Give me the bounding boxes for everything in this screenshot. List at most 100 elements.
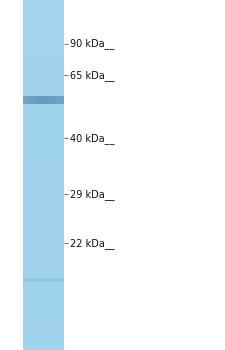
Bar (22, 347, 64, 349)
Bar (22, 321, 64, 322)
Text: 90 kDa__: 90 kDa__ (70, 38, 114, 49)
Bar (22, 281, 64, 283)
Bar (22, 307, 64, 308)
Bar (22, 127, 64, 129)
Bar (22, 195, 64, 196)
Bar (22, 246, 64, 248)
Bar (22, 29, 64, 31)
Bar (22, 108, 64, 110)
Bar (22, 258, 64, 259)
Bar (22, 9, 64, 11)
Bar (22, 64, 64, 66)
Bar (47, 96, 48, 104)
Bar (22, 237, 64, 238)
Bar (22, 149, 64, 151)
Bar (22, 92, 64, 94)
Bar (44, 96, 45, 104)
Bar (22, 206, 64, 208)
Bar (22, 153, 64, 154)
Bar (53, 96, 54, 104)
Bar (22, 125, 64, 126)
Bar (22, 326, 64, 328)
Bar (22, 298, 64, 300)
Bar (22, 36, 64, 38)
Bar (22, 7, 64, 8)
Bar (22, 66, 64, 68)
Bar (22, 189, 64, 190)
Bar (22, 295, 64, 297)
Bar (22, 262, 64, 264)
Bar (22, 198, 64, 200)
Bar (57, 96, 58, 104)
Bar (22, 286, 64, 287)
Bar (22, 179, 64, 181)
Bar (22, 297, 64, 299)
Bar (58, 96, 59, 104)
Bar (22, 2, 64, 4)
Bar (22, 214, 64, 216)
Text: 22 kDa__: 22 kDa__ (70, 238, 114, 249)
Bar (22, 30, 64, 32)
Bar (22, 289, 64, 291)
Bar (22, 284, 64, 286)
Bar (22, 57, 64, 59)
Bar (22, 115, 64, 117)
Bar (22, 315, 64, 316)
Bar (22, 227, 64, 229)
Bar (22, 312, 64, 314)
Bar (22, 186, 64, 188)
Bar (22, 251, 64, 252)
Bar (22, 77, 64, 78)
Bar (22, 213, 64, 215)
Bar (22, 273, 64, 274)
Bar (22, 205, 64, 207)
Bar (22, 278, 64, 282)
Bar (22, 102, 64, 104)
Bar (22, 203, 64, 204)
Bar (22, 244, 64, 245)
Bar (22, 137, 64, 139)
Bar (22, 31, 64, 33)
Bar (22, 95, 64, 97)
Bar (22, 261, 64, 263)
Bar (22, 196, 64, 197)
Bar (24, 96, 25, 104)
Bar (22, 84, 64, 85)
Bar (22, 336, 64, 337)
Bar (22, 345, 64, 347)
Bar (22, 147, 64, 148)
Bar (22, 188, 64, 189)
Bar (22, 86, 64, 88)
Bar (22, 58, 64, 60)
Bar (22, 260, 64, 262)
Bar (36, 96, 37, 104)
Bar (22, 184, 64, 186)
Bar (22, 238, 64, 239)
Bar (22, 344, 64, 346)
Bar (22, 55, 64, 56)
Bar (22, 90, 64, 91)
Bar (22, 171, 64, 173)
Bar (22, 4, 64, 6)
Bar (22, 343, 64, 344)
Bar (22, 255, 64, 257)
Bar (25, 96, 26, 104)
Bar (22, 113, 64, 115)
Bar (22, 259, 64, 260)
Bar (22, 156, 64, 158)
Bar (22, 204, 64, 206)
Bar (22, 32, 64, 34)
Bar (22, 91, 64, 92)
Bar (22, 283, 64, 285)
Bar (22, 226, 64, 228)
Bar (49, 96, 50, 104)
Bar (22, 272, 64, 273)
Bar (22, 322, 64, 323)
Bar (22, 69, 64, 70)
Bar (22, 51, 64, 53)
Bar (45, 96, 46, 104)
Bar (22, 325, 64, 327)
Bar (22, 311, 64, 313)
Bar (22, 309, 64, 311)
Bar (22, 269, 64, 271)
